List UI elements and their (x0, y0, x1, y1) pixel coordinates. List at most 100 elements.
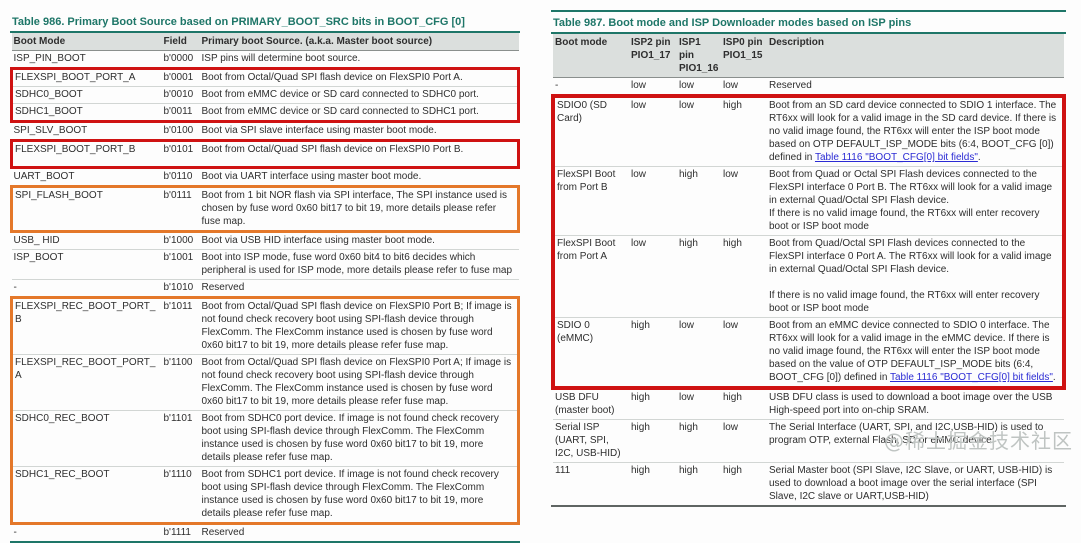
highlight-box-orange: FLEXSPI_REC_BOOT_PORT_B b'1011 Boot from O… (11, 297, 519, 524)
table-cell: b'0000 (161, 50, 200, 69)
primary-boot-source-table-panel: Table 986. Primary Boot Source based on … (10, 14, 520, 543)
row-group: - low low low Reserved (553, 77, 1064, 96)
table-header: Boot Mode Field Primary boot Source. (a.k.… (11, 33, 519, 51)
table-cell: ISP_PIN_BOOT (11, 50, 162, 69)
table-row: 111 high high high Serial Master boot (SPI S… (553, 462, 1064, 505)
table-cell: low (629, 95, 677, 167)
table-cell: ISP_BOOT (11, 249, 162, 280)
table-cell: high (629, 419, 677, 463)
table-row: SDHC1_BOOT b'0011 Boot from eMMC device or… (11, 103, 519, 122)
column-header: Field (161, 33, 200, 51)
row-group: ISP_PIN_BOOT b'0000 ISP pins will determin… (11, 50, 519, 69)
column-header: ISP2 pin PIO1_17 (629, 34, 677, 78)
table-cell: high (721, 235, 767, 318)
table-cell: Boot from an SD card device connected to… (767, 95, 1064, 167)
table-row: ISP_BOOT b'1001 Boot into ISP mode, fuse w… (11, 249, 519, 280)
table-cell: SDHC1_BOOT (11, 103, 162, 122)
table-cell: low (629, 235, 677, 318)
table-cell: Boot from Quad/Octal SPI Flash devices c… (767, 235, 1064, 318)
description-text: Boot from an SD card device connected to… (769, 100, 1057, 163)
table-row: - b'1010 Reserved (11, 279, 519, 298)
table-cell: low (721, 166, 767, 236)
table-cell: SDIO 0 (eMMC) (553, 317, 629, 388)
table-cell: Serial Master boot (SPI Slave, I2C Slave… (767, 462, 1064, 505)
table-cell: b'1100 (161, 354, 200, 411)
table-cell: low (721, 317, 767, 388)
table-row: SPI_FLASH_BOOT b'0111 Boot from 1 bit NOR … (11, 186, 519, 232)
table-cell: Boot from eMMC device or SD card connect… (199, 86, 519, 104)
table-cell: FlexSPI Boot from Port A (553, 235, 629, 318)
table-row: - low low low Reserved (553, 77, 1064, 96)
table-cell: b'0011 (161, 103, 200, 122)
highlight-box-orange: SPI_FLASH_BOOT b'0111 Boot from 1 bit NOR … (11, 186, 519, 232)
boot-cfg-table-link[interactable]: Table 1116 "BOOT_CFG[0] bit fields" (814, 152, 978, 163)
table-cell: Boot from 1 bit NOR flash via SPI interf… (199, 186, 519, 232)
table-row: USB DFU (master boot) high low high USB DFU … (553, 387, 1064, 420)
column-header: Boot Mode (11, 33, 162, 51)
highlight-box-red-big: SDIO0 (SD Card) low low high Boot from an SD… (553, 95, 1064, 388)
primary-boot-source-table: Boot Mode Field Primary boot Source. (a.k.… (10, 33, 520, 541)
table-cell: Serial ISP (UART, SPI, I2C, USB-HID) (553, 419, 629, 463)
table-row: FLEXSPI_BOOT_PORT_A b'0001 Boot from Octal… (11, 68, 519, 87)
table-cell: USB_ HID (11, 231, 162, 250)
table-cell: b'1010 (161, 279, 200, 298)
table-cell: FLEXSPI_BOOT_PORT_B (11, 140, 162, 168)
table-cell: USB DFU class is used to download a boot… (767, 387, 1064, 420)
table-cell: SPI_SLV_BOOT (11, 121, 162, 141)
table-cell: high (677, 166, 721, 236)
table-cell: Boot via UART interface using master boo… (199, 167, 519, 187)
table-cell: low (677, 317, 721, 388)
table-cell: high (721, 462, 767, 505)
table-cell: Boot from Quad or Octal SPI Flash device… (767, 166, 1064, 236)
table-cell: UART_BOOT (11, 167, 162, 187)
table-row: USB_ HID b'1000 Boot via USB HID interface… (11, 231, 519, 250)
table-cell: The Serial Interface (UART, SPI, and I2C… (767, 419, 1064, 463)
table-cell: ISP pins will determine boot source. (199, 50, 519, 69)
table-cell: - (553, 77, 629, 96)
table-cell: FlexSPI Boot from Port B (553, 166, 629, 236)
description-text: Boot from an eMMC device connected to SD… (769, 320, 1050, 383)
table-row: ISP_PIN_BOOT b'0000 ISP pins will determin… (11, 50, 519, 69)
watermark-text: @稀土掘金技术社区 (884, 429, 1073, 453)
boot-cfg-table-link[interactable]: Table 1116 "BOOT_CFG[0] bit fields" (889, 372, 1053, 383)
table-cell: Boot from Octal/Quad SPI flash device on… (199, 140, 519, 168)
table-cell: low (677, 387, 721, 420)
header-row: Boot Mode Field Primary boot Source. (a.k.… (11, 33, 519, 51)
table-cell: - (11, 279, 162, 298)
table-987-title: Table 987. Boot mode and ISP Downloader … (553, 17, 912, 29)
table-cell: SDHC1_REC_BOOT (11, 466, 162, 524)
table-cell: b'1101 (161, 410, 200, 467)
table-cell: USB DFU (master boot) (553, 387, 629, 420)
table-row: FLEXSPI_REC_BOOT_PORT_A b'1100 Boot from O… (11, 354, 519, 411)
title-divider (551, 32, 1066, 34)
table-cell: Boot from SDHC1 port device. If image is… (199, 466, 519, 524)
table-cell: SDHC0_BOOT (11, 86, 162, 104)
panel-top-rule (551, 10, 1066, 12)
table-cell: b'0110 (161, 167, 200, 187)
header-row: Boot mode ISP2 pin PIO1_17 ISP1 pin PIO1_1… (553, 34, 1064, 78)
table-row: - b'1111 Reserved (11, 523, 519, 541)
table-986-title: Table 986. Primary Boot Source based on … (12, 16, 465, 28)
table-cell: high (721, 95, 767, 167)
table-cell: Boot into ISP mode, fuse word 0x60 bit4 … (199, 249, 519, 280)
highlight-box-red: FLEXSPI_BOOT_PORT_B b'0101 Boot from Octal… (11, 140, 519, 168)
document-page: Table 986. Primary Boot Source based on … (10, 10, 1073, 543)
column-header: ISP1 pin PIO1_16 (677, 34, 721, 78)
table-cell: b'0101 (161, 140, 200, 168)
table-cell: Boot via SPI slave interface using maste… (199, 121, 519, 141)
table-cell: b'0111 (161, 186, 200, 232)
table-cell: b'0010 (161, 86, 200, 104)
table-cell: Reserved (199, 279, 519, 298)
column-header: Description (767, 34, 1064, 78)
table-cell: Boot from Octal/Quad SPI flash device on… (199, 297, 519, 355)
table-row: SDHC1_REC_BOOT b'1110 Boot from SDHC1 port… (11, 466, 519, 524)
table-cell: high (721, 387, 767, 420)
table-cell: Boot from eMMC device or SD card connect… (199, 103, 519, 122)
table-cell: - (11, 523, 162, 541)
table-row: Serial ISP (UART, SPI, I2C, USB-HID) high… (553, 419, 1064, 463)
table-cell: low (677, 95, 721, 167)
table-cell: high (677, 462, 721, 505)
table-cell: low (629, 77, 677, 96)
